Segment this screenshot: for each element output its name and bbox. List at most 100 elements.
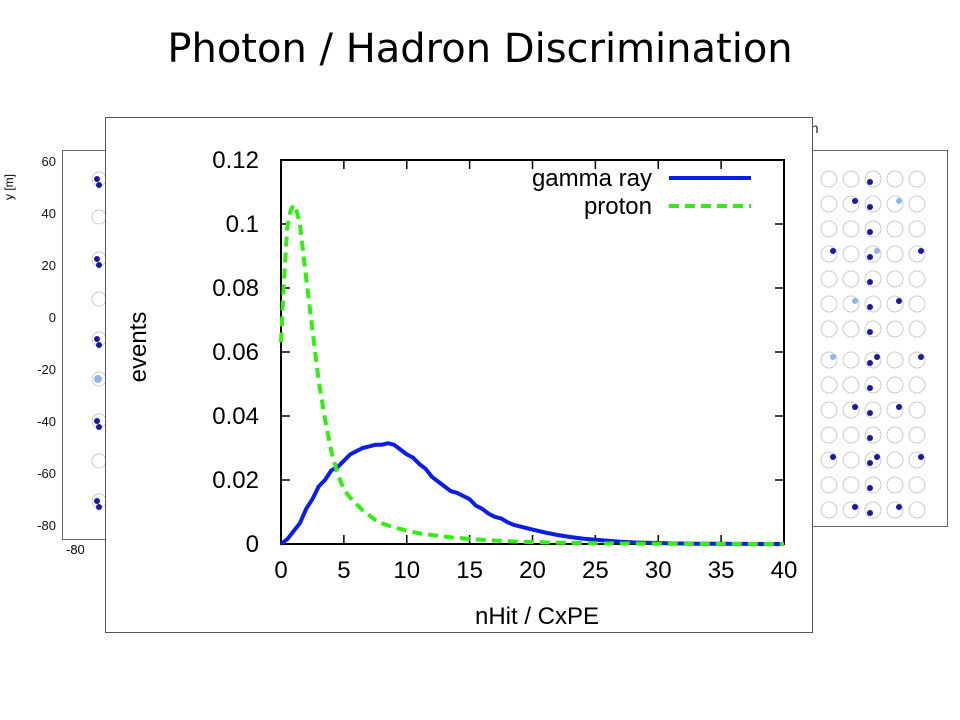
detector-tank — [820, 501, 838, 519]
detector-hit — [896, 298, 902, 304]
plot-border — [280, 159, 785, 545]
detector-hit — [896, 198, 902, 204]
detector-tank — [820, 451, 838, 469]
detector-tank — [886, 351, 904, 369]
detector-tank — [820, 245, 838, 263]
detector-tank — [820, 270, 838, 288]
detector-hit — [830, 354, 836, 360]
detector-hit — [918, 354, 924, 360]
detector-tank — [842, 220, 860, 238]
x-tick-label: 10 — [393, 557, 420, 584]
x-tick-label: 35 — [708, 557, 735, 584]
detector-hit — [96, 342, 102, 348]
detector-tank — [886, 195, 904, 213]
detector-tank — [886, 476, 904, 494]
detector-hit — [94, 498, 100, 504]
detector-tank — [820, 170, 838, 188]
detector-tank — [91, 291, 107, 307]
detector-tank — [886, 376, 904, 394]
x-tick-label: 20 — [519, 557, 546, 584]
detector-tank — [864, 451, 882, 469]
detector-tank — [820, 320, 838, 338]
detector-hit — [852, 198, 858, 204]
series-line-gamma-ray — [279, 441, 784, 546]
detector-tank — [820, 476, 838, 494]
y-tick-label: 0.02 — [212, 467, 259, 494]
detector-tank — [864, 220, 882, 238]
x-tick-label: 30 — [645, 557, 672, 584]
background-xaxis-tick: -80 — [66, 542, 85, 557]
background-yaxis-label: y [m] — [2, 174, 16, 200]
background-y-tick: 20 — [41, 258, 56, 273]
detector-hit — [96, 182, 102, 188]
detector-hit — [896, 504, 902, 510]
series-line-proton — [279, 202, 784, 546]
detector-tank — [842, 195, 860, 213]
detector-hit — [896, 404, 902, 410]
detector-hit — [874, 454, 880, 460]
detector-tank — [908, 295, 926, 313]
detector-tank — [864, 476, 882, 494]
x-tick-label: 15 — [456, 557, 483, 584]
detector-tank — [908, 320, 926, 338]
detector-tank — [820, 351, 838, 369]
detector-tank — [842, 401, 860, 419]
detector-tank — [864, 245, 882, 263]
detector-tank — [908, 401, 926, 419]
detector-hit — [94, 336, 100, 342]
detector-tank — [908, 426, 926, 444]
detector-tank — [820, 220, 838, 238]
detector-tank — [886, 270, 904, 288]
events-chart: 0 5 10 15 20 25 30 35 40 0 0.02 0.04 0.06 0.08 0.1 0.12… — [125, 147, 797, 630]
detector-tank — [91, 453, 107, 469]
detector-tank — [886, 501, 904, 519]
detector-tank — [842, 451, 860, 469]
background-detector-map-right — [808, 150, 948, 527]
detector-hits-right — [820, 170, 926, 519]
y-tick-label: 0.12 — [212, 147, 259, 174]
detector-hit — [96, 424, 102, 430]
detector-tank — [842, 295, 860, 313]
detector-tank — [842, 376, 860, 394]
background-y-tick: 40 — [41, 206, 56, 221]
detector-tank — [864, 270, 882, 288]
detector-hit — [94, 256, 100, 262]
detector-tank — [886, 451, 904, 469]
detector-tank — [908, 501, 926, 519]
detector-tank — [908, 376, 926, 394]
detector-tank — [908, 170, 926, 188]
detector-hit — [830, 454, 836, 460]
detector-tank — [842, 170, 860, 188]
detector-hit — [96, 262, 102, 268]
detector-tank — [886, 320, 904, 338]
detector-tank — [842, 270, 860, 288]
detector-tank — [842, 501, 860, 519]
detector-hit — [867, 229, 873, 235]
detector-tank — [908, 451, 926, 469]
background-y-tick: -60 — [37, 466, 56, 481]
detector-hit — [867, 485, 873, 491]
detector-tank — [864, 501, 882, 519]
y-tick-label: 0.04 — [212, 403, 259, 430]
detector-tank — [864, 170, 882, 188]
slide-title: Photon / Hadron Discrimination — [167, 26, 793, 72]
detector-hit — [867, 304, 873, 310]
detector-tank — [842, 426, 860, 444]
background-y-tick: 0 — [48, 310, 56, 325]
background-y-tick: -20 — [37, 362, 56, 377]
detector-tank — [820, 195, 838, 213]
detector-tank — [820, 376, 838, 394]
legend-label: proton — [584, 193, 652, 220]
x-tick-label: 5 — [337, 557, 350, 584]
detector-hit — [918, 248, 924, 254]
legend-label: gamma ray — [532, 165, 652, 192]
detector-tank — [842, 476, 860, 494]
detector-tank — [886, 401, 904, 419]
detector-tank — [908, 195, 926, 213]
y-tick-label: 0.06 — [212, 339, 259, 366]
detector-tank — [91, 209, 107, 225]
detector-hit — [94, 176, 100, 182]
detector-tank — [842, 351, 860, 369]
detector-tank — [908, 476, 926, 494]
detector-hit — [867, 279, 873, 285]
